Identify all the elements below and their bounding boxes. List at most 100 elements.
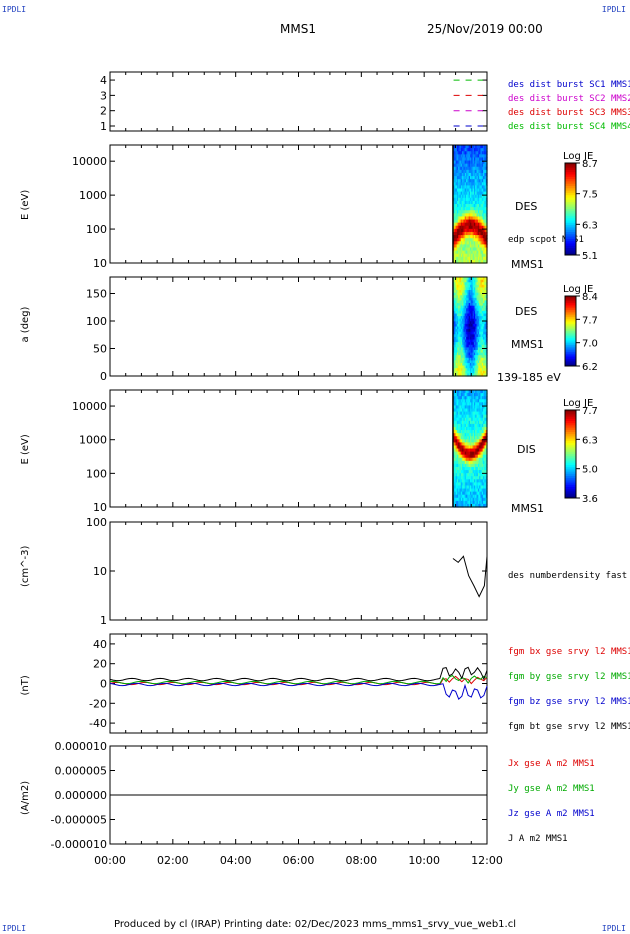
- des-energy-panel-pixel: [469, 244, 472, 249]
- des-energy-panel-pixel: [484, 231, 487, 236]
- dis-energy-panel-pixel: [484, 494, 487, 499]
- des-pitch-panel-pixel: [456, 284, 459, 289]
- density-panel-frame: [109, 521, 488, 621]
- des-pitch-panel-pixel: [459, 323, 462, 328]
- des-energy-panel-pixel: [468, 145, 471, 149]
- x-axis-tick-label: 00:00: [94, 854, 126, 867]
- x-axis-tick-label: 12:00: [471, 854, 503, 867]
- des-pitch-panel-pixel: [452, 368, 455, 372]
- des-pitch-panel-pixel: [484, 303, 487, 307]
- des-pitch-panel-pixel: [456, 295, 459, 299]
- des-pitch-panel-pixel: [452, 321, 455, 325]
- dis-energy-panel-pixel: [480, 494, 483, 499]
- dis-energy-panel-pixel: [463, 423, 466, 428]
- des-pitch-panel-pixel: [479, 282, 482, 286]
- dis-energy-panel-pixel: [483, 420, 485, 425]
- dis-energy-panel-pixel: [475, 411, 478, 416]
- dis-energy-panel-pixel: [481, 390, 484, 394]
- des-energy-panel-pixel: [479, 151, 482, 155]
- des-pitch-panel-pixel: [480, 370, 483, 374]
- des-energy-panel-pixel: [471, 231, 474, 236]
- dis-energy-panel-pixel: [454, 399, 457, 403]
- dis-energy-panel-colorbar-cell: [565, 460, 576, 464]
- des-pitch-panel-pixel: [462, 316, 465, 320]
- des-pitch-panel-pixel: [468, 323, 471, 328]
- des-pitch-panel-pixel: [483, 360, 485, 364]
- des-energy-panel-pixel: [477, 197, 480, 202]
- des-energy-panel-pixel: [464, 210, 467, 214]
- dis-energy-panel-pixel: [463, 439, 466, 443]
- des-pitch-panel-pixel: [477, 373, 480, 377]
- dis-energy-panel-pixel: [456, 503, 459, 508]
- des-pitch-panel-pixel: [469, 329, 472, 333]
- des-energy-panel-pixel: [472, 188, 475, 193]
- des-energy-panel-pixel: [454, 231, 457, 236]
- dis-energy-panel-pixel: [459, 448, 462, 453]
- des-energy-panel-pixel: [477, 157, 480, 162]
- des-energy-panel-pixel: [462, 216, 465, 221]
- dis-energy-panel-pixel: [454, 439, 457, 443]
- des-energy-panel-pixel: [460, 253, 463, 258]
- dis-energy-panel-pixel: [458, 479, 461, 483]
- des-pitch-panel-pixel: [479, 329, 482, 333]
- dis-energy-panel-pixel: [469, 402, 472, 406]
- des-pitch-panel-colorbar-cell: [565, 338, 576, 341]
- des-pitch-panel-pixel: [466, 300, 468, 304]
- dis-energy-panel-pixel: [462, 488, 465, 493]
- des-pitch-panel-pixel: [460, 318, 463, 322]
- des-pitch-panel-pixel: [464, 305, 467, 309]
- bfield-series-line: [109, 666, 488, 682]
- des-pitch-panel-pixel: [467, 277, 470, 281]
- dis-energy-panel-colorbar-cell: [565, 451, 576, 455]
- dis-energy-panel-pixel: [481, 448, 484, 453]
- burst-panel-ytick-label: 2: [100, 105, 107, 118]
- dis-energy-panel-pixel: [456, 454, 459, 459]
- des-energy-panel-pixel: [484, 172, 487, 177]
- des-pitch-panel-pixel: [458, 336, 461, 341]
- des-energy-panel-pixel: [479, 213, 482, 218]
- des-pitch-panel-pixel: [464, 310, 467, 315]
- des-pitch-panel-pixel: [454, 313, 457, 317]
- des-energy-panel-pixel: [454, 222, 457, 227]
- des-pitch-panel-pixel: [454, 287, 457, 291]
- dis-energy-panel-pixel: [477, 405, 480, 410]
- des-energy-panel-pixel: [464, 244, 467, 249]
- dis-energy-panel-pixel: [458, 442, 461, 447]
- des-pitch-panel-pixel: [456, 323, 459, 328]
- dis-energy-panel-pixel: [484, 503, 487, 508]
- des-energy-panel-spacecraft-label: MMS1: [511, 258, 544, 271]
- dis-energy-panel-pixel: [471, 420, 474, 425]
- dis-energy-panel-pixel: [483, 430, 485, 434]
- dis-energy-panel-pixel: [466, 491, 468, 496]
- des-pitch-panel-pixel: [455, 365, 458, 369]
- des-energy-panel-pixel: [466, 253, 468, 258]
- des-energy-panel-pixel: [458, 225, 461, 230]
- des-pitch-panel-pixel: [473, 344, 476, 348]
- des-energy-panel-pixel: [473, 219, 476, 224]
- dis-energy-panel-pixel: [460, 491, 463, 496]
- des-energy-panel-pixel: [475, 210, 478, 214]
- dis-energy-panel-pixel: [464, 488, 467, 493]
- des-energy-panel-pixel: [468, 213, 471, 218]
- des-energy-panel-pixel: [460, 210, 463, 214]
- des-energy-panel-pixel: [481, 228, 484, 233]
- des-energy-panel-pixel: [468, 219, 471, 224]
- des-energy-panel-pixel: [476, 151, 479, 155]
- des-energy-panel-pixel: [476, 169, 479, 174]
- dis-energy-panel-pixel: [458, 408, 461, 413]
- des-pitch-panel-pixel: [468, 357, 471, 361]
- dis-energy-panel-pixel: [475, 451, 478, 456]
- des-energy-panel-pixel: [463, 169, 466, 174]
- dis-energy-panel-pixel: [463, 454, 466, 459]
- dis-energy-panel-pixel: [480, 423, 483, 428]
- des-pitch-panel-pixel: [476, 336, 479, 341]
- des-pitch-panel-pixel: [481, 321, 484, 325]
- des-pitch-panel-pixel: [456, 365, 459, 369]
- dis-energy-panel-pixel: [462, 393, 465, 397]
- des-pitch-panel-pixel: [459, 362, 462, 367]
- des-energy-panel-pixel: [479, 172, 482, 177]
- des-energy-panel-ytick-label: 1000: [79, 189, 107, 202]
- des-energy-panel-colorbar-cell: [565, 197, 576, 201]
- des-pitch-panel-pixel: [480, 365, 483, 369]
- dis-energy-panel-colorbar-cell: [565, 491, 576, 495]
